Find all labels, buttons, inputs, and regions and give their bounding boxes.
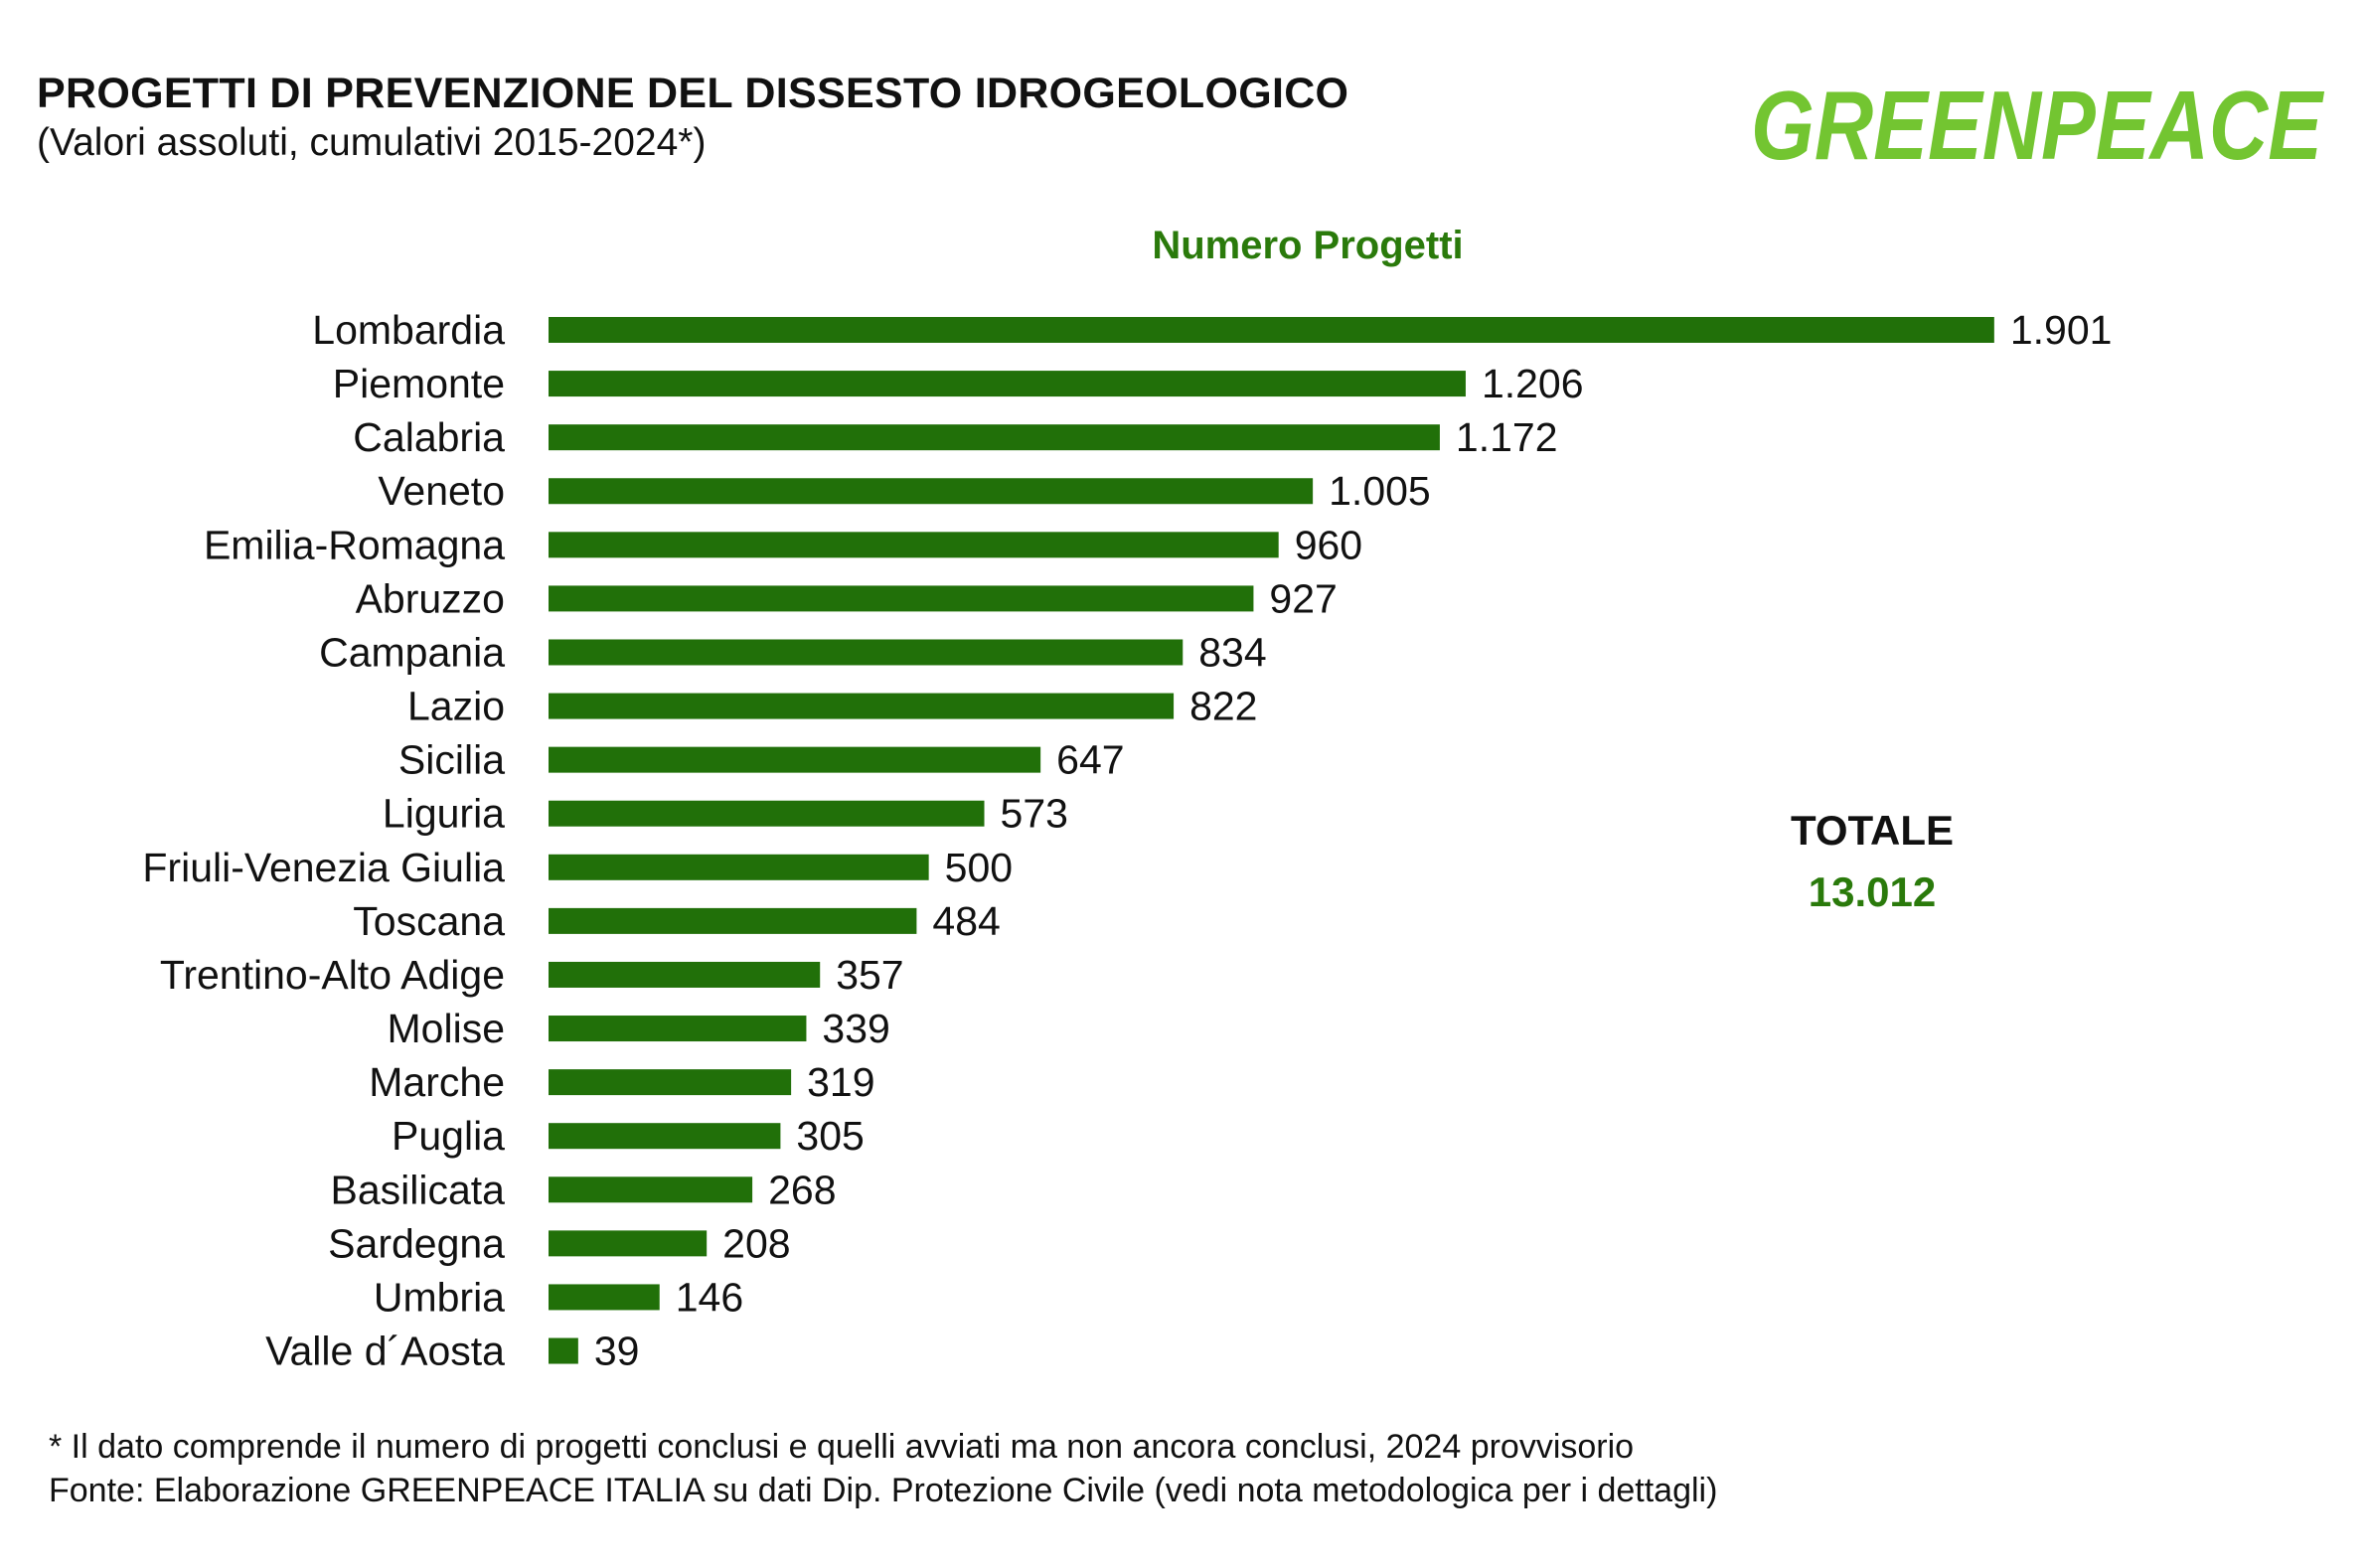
data-label: 822	[1189, 684, 1257, 729]
bar	[549, 1337, 578, 1364]
data-label: 1.005	[1329, 468, 1431, 514]
category-label: Campania	[319, 629, 505, 675]
category-label: Emilia-Romagna	[204, 522, 505, 567]
data-label: 960	[1295, 522, 1362, 567]
data-label: 927	[1269, 575, 1337, 621]
bar	[549, 746, 1041, 773]
category-label: Veneto	[378, 468, 505, 514]
category-label: Lombardia	[312, 307, 505, 353]
total-label: TOTALE	[1790, 807, 1955, 854]
bar	[549, 424, 1440, 451]
data-label: 208	[722, 1220, 790, 1266]
category-label: Puglia	[392, 1113, 505, 1159]
category-label: Sardegna	[328, 1220, 505, 1266]
greenpeace-logo: GREENPEACE	[1751, 71, 2324, 177]
bar	[549, 961, 821, 988]
bar	[549, 1016, 807, 1042]
bar	[549, 800, 985, 827]
category-label: Basilicata	[331, 1167, 506, 1212]
category-label: Valle d´Aosta	[265, 1329, 505, 1374]
bar	[549, 532, 1279, 558]
data-label: 1.901	[2010, 307, 2113, 353]
svg-text:GREENPEACE: GREENPEACE	[1751, 71, 2324, 177]
data-label: 484	[932, 898, 1000, 944]
total-value: 13.012	[1808, 868, 1937, 915]
data-label: 305	[796, 1113, 864, 1159]
chart-series-title: Numero Progetti	[1152, 224, 1464, 267]
source-note: Fonte: Elaborazione GREENPEACE ITALIA su…	[49, 1472, 1718, 1509]
bar	[549, 639, 1184, 666]
bar	[549, 371, 1466, 397]
category-label: Marche	[369, 1059, 505, 1105]
data-label: 268	[768, 1167, 836, 1212]
bar	[549, 585, 1254, 612]
data-label: 573	[1001, 791, 1068, 837]
footnote: * Il dato comprende il numero di progett…	[49, 1428, 1635, 1466]
data-label: 357	[836, 952, 903, 998]
bar	[549, 478, 1314, 505]
data-label: 834	[1198, 629, 1266, 675]
category-label: Trentino-Alto Adige	[160, 952, 505, 998]
bar	[549, 1176, 753, 1203]
bar	[549, 1069, 792, 1096]
category-label: Friuli-Venezia Giulia	[142, 845, 505, 890]
category-label: Molise	[388, 1006, 505, 1051]
category-label: Sicilia	[398, 737, 505, 783]
category-label: Toscana	[353, 898, 505, 944]
chart-title-main: PROGETTI DI PREVENZIONE DEL DISSESTO IDR…	[37, 70, 1349, 117]
category-label: Lazio	[407, 684, 505, 729]
bar	[549, 1230, 708, 1257]
data-label: 647	[1056, 737, 1124, 783]
bar	[549, 854, 929, 880]
bar	[549, 1123, 781, 1150]
chart-subtitle: (Valori assoluti, cumulativi 2015-2024*)	[37, 121, 707, 164]
bar	[549, 317, 1994, 343]
bar	[549, 907, 917, 934]
data-label: 500	[945, 845, 1013, 890]
category-label: Liguria	[383, 791, 505, 837]
bar	[549, 693, 1175, 719]
category-label: Umbria	[374, 1274, 505, 1320]
data-label: 319	[807, 1059, 874, 1105]
bar	[549, 1284, 660, 1311]
category-label: Calabria	[353, 414, 505, 460]
data-label: 339	[822, 1006, 889, 1051]
category-label: Piemonte	[333, 361, 505, 406]
data-label: 1.172	[1456, 414, 1558, 460]
data-label: 39	[594, 1329, 640, 1374]
data-label: 1.206	[1482, 361, 1584, 406]
data-label: 146	[676, 1274, 743, 1320]
category-label: Abruzzo	[356, 575, 505, 621]
